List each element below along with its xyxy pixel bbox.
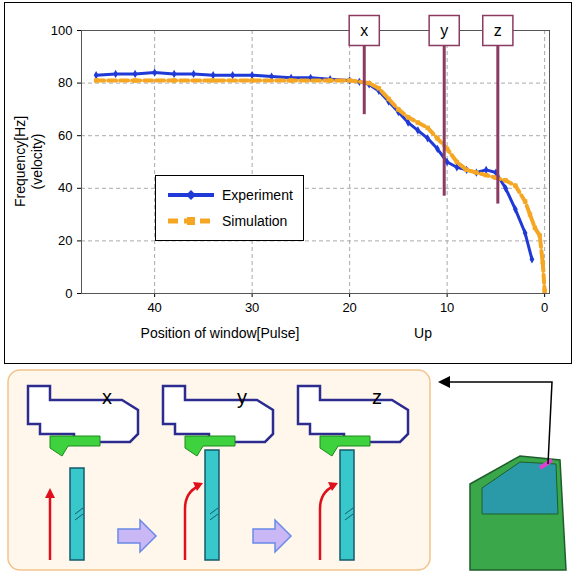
svg-text:z: z [494, 22, 502, 39]
svg-text:Up: Up [414, 325, 432, 341]
svg-text:(velocity): (velocity) [29, 133, 45, 189]
svg-text:0: 0 [541, 300, 548, 315]
svg-text:10: 10 [440, 300, 454, 315]
svg-text:0: 0 [65, 286, 72, 301]
svg-text:40: 40 [147, 300, 161, 315]
svg-text:80: 80 [58, 75, 72, 90]
html-text:Experiment: Experiment [222, 187, 293, 203]
svg-text:100: 100 [51, 23, 73, 38]
svg-text:20: 20 [58, 233, 72, 248]
html-text:Simulation: Simulation [222, 213, 288, 229]
svg-text:y: y [237, 386, 247, 408]
svg-text:40: 40 [58, 180, 72, 195]
svg-text:x: x [102, 386, 112, 408]
svg-text:y: y [440, 22, 448, 39]
svg-text:z: z [372, 386, 382, 408]
svg-text:20: 20 [342, 300, 356, 315]
svg-text:Position of window[Pulse]: Position of window[Pulse] [141, 325, 300, 341]
svg-text:60: 60 [58, 128, 72, 143]
svg-text:30: 30 [245, 300, 259, 315]
svg-text:x: x [360, 22, 368, 39]
svg-text:Frequency[Hz]: Frequency[Hz] [12, 116, 28, 207]
